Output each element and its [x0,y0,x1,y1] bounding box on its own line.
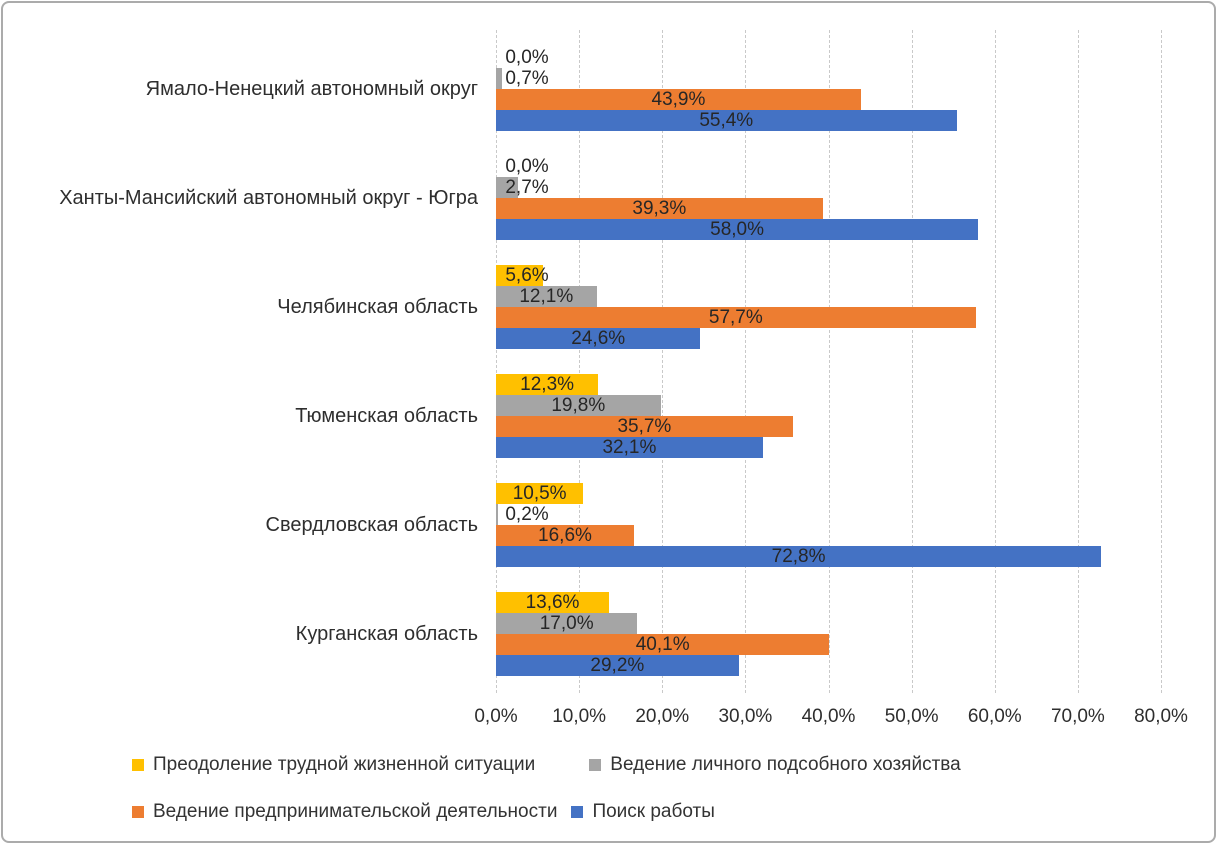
legend-label: Ведение личного подсобного хозяйства [610,754,961,775]
bar-gray [496,286,597,307]
bar-blue [496,110,957,131]
legend-swatch-icon [571,806,584,818]
bar-value-label: 17,0% [539,613,594,634]
bar-blue [496,328,701,349]
bar-value-label: 12,1% [519,286,574,307]
bar-value-label: 43,9% [651,89,706,110]
gridline [994,30,996,693]
bar-orange [496,416,793,437]
bar-value-label: 19,8% [551,395,606,416]
category-label: Свердловская область [265,514,478,536]
gridline [496,30,497,693]
x-tick-label: 70,0% [1050,706,1105,727]
legend-label: Ведение предпринимательской деятельности [153,801,558,822]
legend-label: Поиск работы [592,801,715,822]
bar-value-label: 29,2% [590,655,645,676]
bar-value-label: 10,5% [512,483,567,504]
bar-value-label: 55,4% [699,110,754,131]
bar-gray [496,504,498,525]
gridline [1161,30,1162,693]
legend-item: Поиск работы [571,801,715,823]
bar-value-label: 0,2% [505,504,549,525]
bar-value-label: 0,0% [505,156,549,177]
x-tick-label: 10,0% [552,706,607,727]
bar-yellow [496,592,610,613]
bar-value-label: 12,3% [520,374,575,395]
plot-area: 0,0% 0,7% 43,9% 55,4% 0,0% 2,7% 39,3% 58,0% 5,6%… [496,30,1162,693]
legend-label: Преодоление трудной жизненной ситуации [153,754,536,775]
legend-swatch-icon [589,759,602,771]
legend-row: Преодоление трудной жизненной ситуации Ве… [132,752,1172,778]
bar-gray [496,395,661,416]
bar-blue [496,546,1102,567]
bar-value-label: 5,6% [505,265,549,286]
bar-value-label: 35,7% [617,416,672,437]
legend: Преодоление трудной жизненной ситуации Ве… [132,752,1172,825]
bar-orange [496,634,830,655]
gridline [828,30,830,693]
category-label: Ханты-Мансийский автономный округ - Югра [59,187,478,209]
bar-yellow [496,265,543,286]
bar-value-label: 16,6% [538,525,592,546]
legend-item: Ведение предпринимательской деятельности [132,801,557,823]
gridline [1077,30,1079,693]
bar-gray [496,68,502,89]
bar-value-label: 0,7% [505,68,549,89]
bar-value-label: 57,7% [708,307,763,328]
x-tick-label: 50,0% [884,706,939,727]
legend-swatch-icon [132,759,144,771]
x-tick-label: 40,0% [801,706,856,727]
x-tick-label: 60,0% [967,706,1022,727]
bar-value-label: 72,8% [771,546,826,567]
bar-gray [496,177,519,198]
bar-orange [496,307,976,328]
bar-blue [496,437,763,458]
gridline [579,30,581,693]
gridline [745,30,747,693]
legend-swatch-icon [132,806,144,818]
category-label: Ямало-Ненецкий автономный округ [145,78,478,100]
gridline [911,30,913,693]
bar-orange [496,525,634,546]
bar-value-label: 13,6% [525,592,580,613]
bar-value-label: 40,1% [635,634,690,655]
bar-gray [496,613,638,634]
bar-value-label: 39,3% [632,198,687,219]
bar-blue [496,655,739,676]
bar-value-label: 24,6% [571,328,626,349]
category-label: Тюменская область [295,405,478,427]
x-tick-label: 20,0% [635,706,690,727]
bar-yellow [496,374,599,395]
legend-item: Преодоление трудной жизненной ситуации [132,754,535,776]
value-axis: 0,0% 10,0% 20,0% 30,0% 40,0% 50,0% 60,0% 70,0% 8… [3,704,1214,730]
bar-orange [496,89,861,110]
x-tick-label: 30,0% [718,706,773,727]
bar-value-label: 0,0% [505,47,549,68]
gridline [662,30,664,693]
bar-value-label: 32,1% [602,437,657,458]
legend-item: Ведение личного подсобного хозяйства [589,754,961,776]
bar-orange [496,198,823,219]
bar-yellow [496,483,584,504]
x-tick-label: 80,0% [1134,706,1188,727]
legend-row: Ведение предпринимательской деятельности… [132,799,1172,825]
bar-value-label: 58,0% [710,219,764,240]
category-label: Курганская область [295,623,478,645]
x-tick-label: 0,0% [474,706,518,727]
bar-value-label: 2,7% [505,177,549,198]
bar-blue [496,219,979,240]
category-label: Челябинская область [277,296,478,318]
